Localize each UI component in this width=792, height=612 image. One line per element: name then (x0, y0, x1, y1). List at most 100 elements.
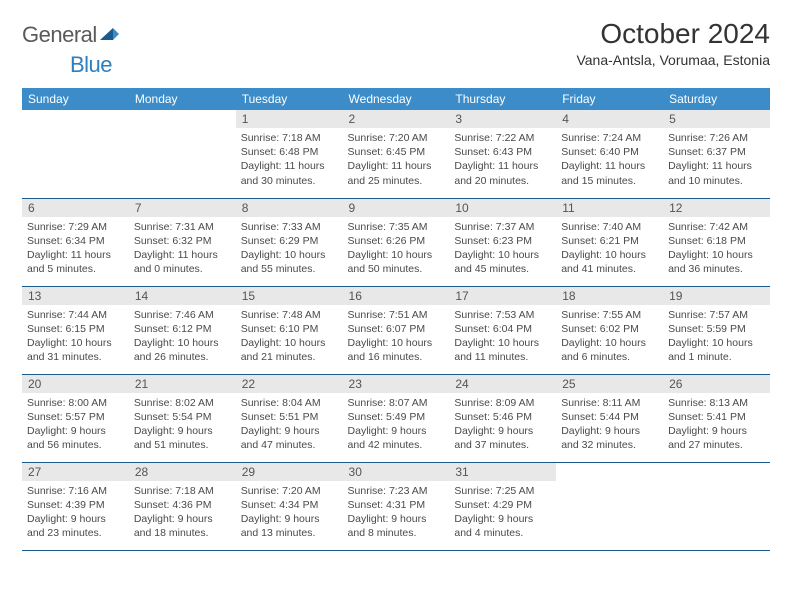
sunrise-text: Sunrise: 7:31 AM (134, 220, 231, 234)
calendar-cell: 22Sunrise: 8:04 AMSunset: 5:51 PMDayligh… (236, 374, 343, 462)
calendar-cell: 26Sunrise: 8:13 AMSunset: 5:41 PMDayligh… (663, 374, 770, 462)
daylight-text: Daylight: 10 hours and 31 minutes. (27, 336, 124, 364)
day-details: Sunrise: 8:13 AMSunset: 5:41 PMDaylight:… (663, 393, 770, 457)
daylight-text: Daylight: 9 hours and 4 minutes. (454, 512, 551, 540)
daylight-text: Daylight: 10 hours and 45 minutes. (454, 248, 551, 276)
daylight-text: Daylight: 9 hours and 42 minutes. (348, 424, 445, 452)
calendar-cell (22, 110, 129, 198)
sunrise-text: Sunrise: 7:25 AM (454, 484, 551, 498)
day-number: 11 (556, 199, 663, 217)
sunset-text: Sunset: 5:44 PM (561, 410, 658, 424)
day-number: 4 (556, 110, 663, 128)
day-number: 12 (663, 199, 770, 217)
sunset-text: Sunset: 4:31 PM (348, 498, 445, 512)
sunrise-text: Sunrise: 8:00 AM (27, 396, 124, 410)
calendar-cell: 24Sunrise: 8:09 AMSunset: 5:46 PMDayligh… (449, 374, 556, 462)
sunrise-text: Sunrise: 7:51 AM (348, 308, 445, 322)
sunset-text: Sunset: 6:18 PM (668, 234, 765, 248)
daylight-text: Daylight: 9 hours and 47 minutes. (241, 424, 338, 452)
day-details: Sunrise: 7:24 AMSunset: 6:40 PMDaylight:… (556, 128, 663, 192)
daylight-text: Daylight: 9 hours and 32 minutes. (561, 424, 658, 452)
sunset-text: Sunset: 6:15 PM (27, 322, 124, 336)
day-details: Sunrise: 8:00 AMSunset: 5:57 PMDaylight:… (22, 393, 129, 457)
sunset-text: Sunset: 6:37 PM (668, 145, 765, 159)
calendar-cell: 27Sunrise: 7:16 AMSunset: 4:39 PMDayligh… (22, 462, 129, 550)
sunset-text: Sunset: 6:02 PM (561, 322, 658, 336)
calendar-cell: 7Sunrise: 7:31 AMSunset: 6:32 PMDaylight… (129, 198, 236, 286)
sunrise-text: Sunrise: 8:13 AM (668, 396, 765, 410)
sunset-text: Sunset: 6:40 PM (561, 145, 658, 159)
day-number: 28 (129, 463, 236, 481)
day-details: Sunrise: 7:23 AMSunset: 4:31 PMDaylight:… (343, 481, 450, 545)
calendar-cell: 6Sunrise: 7:29 AMSunset: 6:34 PMDaylight… (22, 198, 129, 286)
day-details: Sunrise: 7:55 AMSunset: 6:02 PMDaylight:… (556, 305, 663, 369)
day-number: 24 (449, 375, 556, 393)
sunset-text: Sunset: 6:23 PM (454, 234, 551, 248)
daylight-text: Daylight: 10 hours and 21 minutes. (241, 336, 338, 364)
day-number: 10 (449, 199, 556, 217)
daylight-text: Daylight: 10 hours and 50 minutes. (348, 248, 445, 276)
sunset-text: Sunset: 6:34 PM (27, 234, 124, 248)
day-details: Sunrise: 8:04 AMSunset: 5:51 PMDaylight:… (236, 393, 343, 457)
daylight-text: Daylight: 9 hours and 13 minutes. (241, 512, 338, 540)
calendar-cell: 11Sunrise: 7:40 AMSunset: 6:21 PMDayligh… (556, 198, 663, 286)
sunset-text: Sunset: 6:32 PM (134, 234, 231, 248)
day-details: Sunrise: 8:02 AMSunset: 5:54 PMDaylight:… (129, 393, 236, 457)
daylight-text: Daylight: 11 hours and 20 minutes. (454, 159, 551, 187)
day-details: Sunrise: 7:31 AMSunset: 6:32 PMDaylight:… (129, 217, 236, 281)
sunset-text: Sunset: 5:54 PM (134, 410, 231, 424)
calendar-cell: 25Sunrise: 8:11 AMSunset: 5:44 PMDayligh… (556, 374, 663, 462)
day-details: Sunrise: 7:42 AMSunset: 6:18 PMDaylight:… (663, 217, 770, 281)
daylight-text: Daylight: 11 hours and 15 minutes. (561, 159, 658, 187)
daylight-text: Daylight: 10 hours and 16 minutes. (348, 336, 445, 364)
day-number: 15 (236, 287, 343, 305)
sunrise-text: Sunrise: 7:44 AM (27, 308, 124, 322)
calendar-cell: 3Sunrise: 7:22 AMSunset: 6:43 PMDaylight… (449, 110, 556, 198)
sunrise-text: Sunrise: 7:20 AM (348, 131, 445, 145)
weekday-header: Tuesday (236, 88, 343, 110)
daylight-text: Daylight: 9 hours and 8 minutes. (348, 512, 445, 540)
sunrise-text: Sunrise: 7:55 AM (561, 308, 658, 322)
weekday-header: Friday (556, 88, 663, 110)
calendar-cell (663, 462, 770, 550)
calendar-cell: 23Sunrise: 8:07 AMSunset: 5:49 PMDayligh… (343, 374, 450, 462)
daylight-text: Daylight: 9 hours and 27 minutes. (668, 424, 765, 452)
sunset-text: Sunset: 6:29 PM (241, 234, 338, 248)
day-details: Sunrise: 7:18 AMSunset: 4:36 PMDaylight:… (129, 481, 236, 545)
day-number: 17 (449, 287, 556, 305)
day-number: 25 (556, 375, 663, 393)
sunset-text: Sunset: 5:57 PM (27, 410, 124, 424)
logo: General (22, 18, 123, 48)
daylight-text: Daylight: 9 hours and 56 minutes. (27, 424, 124, 452)
day-number: 9 (343, 199, 450, 217)
sunset-text: Sunset: 4:34 PM (241, 498, 338, 512)
calendar-cell: 1Sunrise: 7:18 AMSunset: 6:48 PMDaylight… (236, 110, 343, 198)
day-details: Sunrise: 7:29 AMSunset: 6:34 PMDaylight:… (22, 217, 129, 281)
calendar-cell: 12Sunrise: 7:42 AMSunset: 6:18 PMDayligh… (663, 198, 770, 286)
calendar-cell: 15Sunrise: 7:48 AMSunset: 6:10 PMDayligh… (236, 286, 343, 374)
sunrise-text: Sunrise: 8:09 AM (454, 396, 551, 410)
day-number: 7 (129, 199, 236, 217)
day-details: Sunrise: 7:37 AMSunset: 6:23 PMDaylight:… (449, 217, 556, 281)
calendar-week-row: 1Sunrise: 7:18 AMSunset: 6:48 PMDaylight… (22, 110, 770, 198)
day-details: Sunrise: 7:57 AMSunset: 5:59 PMDaylight:… (663, 305, 770, 369)
daylight-text: Daylight: 11 hours and 25 minutes. (348, 159, 445, 187)
calendar-week-row: 20Sunrise: 8:00 AMSunset: 5:57 PMDayligh… (22, 374, 770, 462)
sunset-text: Sunset: 4:29 PM (454, 498, 551, 512)
calendar-cell (556, 462, 663, 550)
day-number: 8 (236, 199, 343, 217)
daylight-text: Daylight: 10 hours and 55 minutes. (241, 248, 338, 276)
calendar-cell: 9Sunrise: 7:35 AMSunset: 6:26 PMDaylight… (343, 198, 450, 286)
sunrise-text: Sunrise: 7:35 AM (348, 220, 445, 234)
day-number: 13 (22, 287, 129, 305)
daylight-text: Daylight: 9 hours and 51 minutes. (134, 424, 231, 452)
calendar-cell: 4Sunrise: 7:24 AMSunset: 6:40 PMDaylight… (556, 110, 663, 198)
calendar-cell: 30Sunrise: 7:23 AMSunset: 4:31 PMDayligh… (343, 462, 450, 550)
sunset-text: Sunset: 6:12 PM (134, 322, 231, 336)
weekday-header: Thursday (449, 88, 556, 110)
day-details: Sunrise: 7:46 AMSunset: 6:12 PMDaylight:… (129, 305, 236, 369)
sunrise-text: Sunrise: 7:57 AM (668, 308, 765, 322)
calendar-cell (129, 110, 236, 198)
daylight-text: Daylight: 11 hours and 30 minutes. (241, 159, 338, 187)
daylight-text: Daylight: 10 hours and 26 minutes. (134, 336, 231, 364)
